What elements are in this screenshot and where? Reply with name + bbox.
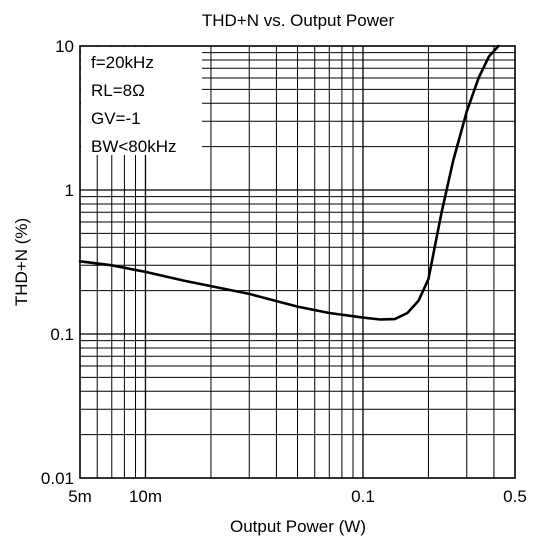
series-line-0	[78, 44, 500, 321]
grid	[80, 46, 515, 478]
annotation-gain: GV=-1	[91, 109, 141, 128]
annotation-background	[81, 47, 202, 155]
annotation-load: RL=8Ω	[91, 81, 145, 100]
x-tick-label: 0.5	[503, 487, 527, 506]
x-axis-label: Output Power (W)	[230, 517, 366, 536]
series-layer	[78, 44, 500, 321]
y-tick-label: 0.01	[41, 469, 74, 488]
y-tick-label: 10	[55, 37, 74, 56]
x-tick-label: 0.1	[351, 487, 375, 506]
y-tick-label: 0.1	[50, 325, 74, 344]
annotations: f=20kHz RL=8Ω GV=-1 BW<80kHz	[91, 53, 177, 156]
annotation-frequency: f=20kHz	[91, 53, 154, 72]
annotation-box	[81, 47, 202, 155]
annotation-bandwidth: BW<80kHz	[91, 137, 177, 156]
chart-title: THD+N vs. Output Power	[202, 11, 395, 30]
y-axis-label: THD+N (%)	[12, 218, 31, 306]
x-tick-label: 5m	[68, 487, 92, 506]
y-tick-label: 1	[65, 181, 74, 200]
x-tick-label: 10m	[129, 487, 162, 506]
tick-labels: 5m 10m 0.1 0.5 0.01 0.1 1 10	[41, 37, 527, 506]
